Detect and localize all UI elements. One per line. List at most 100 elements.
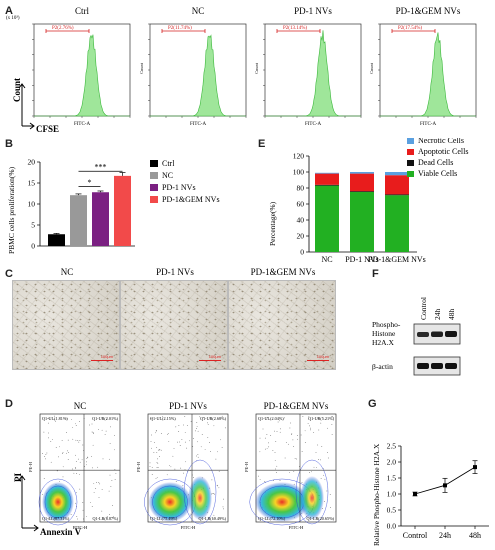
- dotplot-point: [67, 450, 68, 452]
- dotplot-point: [264, 448, 266, 450]
- legend-swatch: [150, 172, 158, 179]
- dotplot-point: [76, 473, 78, 474]
- quadrant-label-lr: Q1-LR(19.49%): [198, 516, 226, 521]
- dotplot-point: [66, 432, 67, 433]
- dotplot-point: [296, 458, 298, 460]
- histogram-gate-label: P2(17.54%): [398, 26, 422, 31]
- dotplot-point: [62, 452, 64, 454]
- bar: [48, 234, 65, 246]
- dotplot-point: [89, 501, 91, 503]
- panel-e-chart: Percentage(%) 0 20 40 60 80 100 120 NC PD-1 NVsP…: [268, 138, 468, 264]
- panel-letter-c: C: [5, 268, 13, 280]
- histogram-title: PD-1 NVs: [294, 6, 332, 16]
- quadrant-label-ur: Q1-UR(5.21%): [308, 416, 335, 421]
- dotplot-point: [43, 478, 45, 479]
- data-point: [473, 465, 477, 470]
- dotplot-point: [43, 431, 45, 433]
- dotplot-point: [86, 461, 87, 463]
- dotplot-point: [47, 417, 49, 419]
- y-tick-label: 60: [297, 200, 305, 209]
- histogram-xlabel: FITC-A: [74, 122, 91, 127]
- stacked-segment: [315, 172, 339, 174]
- dotplot-point: [324, 478, 326, 480]
- dotplot-point: [75, 454, 76, 456]
- dotplot-point: [101, 510, 103, 512]
- dotplot-point: [189, 513, 191, 515]
- dotplot-point: [197, 454, 199, 455]
- dotplot-point: [95, 488, 97, 489]
- dotplot-point: [289, 471, 291, 473]
- dotplot-point: [51, 438, 53, 440]
- dotplot-point: [301, 482, 303, 484]
- dotplot-point: [158, 449, 159, 451]
- dotplot-point: [75, 425, 77, 426]
- band-actin-48h: [445, 363, 457, 369]
- panel-letter-a: A: [5, 5, 13, 17]
- dotplot-point: [284, 417, 285, 419]
- dotplot-point: [272, 450, 274, 451]
- dotplot-point: [112, 505, 113, 506]
- stacked-segment: [315, 184, 339, 186]
- y-tick-label: 0.0: [387, 522, 397, 531]
- dotplot-point: [149, 462, 151, 464]
- histogram-gate-label: P2(11.74%): [168, 26, 192, 31]
- dotplot-point: [151, 474, 153, 475]
- dotplot-point: [224, 427, 226, 429]
- dotplot-point: [189, 470, 191, 472]
- stacked-segment: [315, 185, 339, 252]
- dotplot-point: [151, 447, 152, 449]
- dotplot-point: [108, 490, 110, 492]
- blot-lane-label: Control: [419, 297, 428, 320]
- dotplot-point: [68, 452, 70, 453]
- dotplot-point: [66, 418, 68, 420]
- y-tick-label: 10: [28, 200, 36, 209]
- panel-letter-d: D: [5, 398, 13, 410]
- micrograph-pd1gem: 100μm: [228, 280, 336, 370]
- y-tick-label: 100: [293, 168, 305, 177]
- dotplot-point: [213, 519, 215, 520]
- dotplot-point: [79, 461, 81, 463]
- dotplot-point: [207, 422, 208, 424]
- dotplot-point: [317, 444, 319, 446]
- dotplot-point: [46, 452, 48, 454]
- x-tick-label: PD-1 NVs: [345, 255, 379, 264]
- stacked-segment: [350, 191, 374, 192]
- dotplot-point: [274, 459, 276, 461]
- dotplot-density: [300, 476, 324, 520]
- dotplot-point: [204, 448, 206, 450]
- data-point: [413, 492, 417, 496]
- dotplot-point: [331, 517, 333, 519]
- dotplot-point: [267, 417, 268, 418]
- dotplot-point: [223, 498, 224, 500]
- dotplot-point: [179, 445, 181, 446]
- legend-label: Ctrl: [162, 159, 175, 168]
- panel-d-dotplots: PI Annexin V NC PE-H FITC-H Q1-UL(1.81%) Q1-…: [13, 401, 337, 537]
- dotplot-point: [114, 469, 116, 470]
- dotplot-point: [279, 431, 281, 433]
- dotplot-point: [153, 452, 155, 453]
- dotplot-point: [184, 431, 186, 433]
- legend-label: NC: [162, 171, 173, 180]
- histogram-xlabel: FITC-A: [305, 122, 322, 127]
- dotplot-point: [213, 425, 215, 427]
- legend-label: Necrotic Cells: [418, 138, 464, 145]
- dotplot-point: [55, 420, 56, 422]
- dotplot-point: [99, 483, 101, 485]
- legend-swatch: [150, 196, 158, 203]
- dotplot-point: [213, 493, 214, 495]
- dotplot-point: [178, 431, 180, 432]
- dotplot-point: [156, 452, 158, 454]
- dotplot-point: [105, 430, 107, 432]
- dotplot-point: [48, 518, 50, 520]
- band-phospho-24h: [431, 331, 443, 337]
- dotplot-point: [207, 424, 209, 426]
- histogram-gate-label: P2(13.14%): [283, 26, 307, 31]
- dotplot-point: [329, 494, 331, 495]
- dotplot-point: [210, 451, 211, 452]
- histogram-peak: [150, 34, 246, 117]
- dotplot-point: [77, 458, 79, 460]
- dotplot-ylabel: PE-H: [136, 461, 141, 472]
- dotplot-point: [174, 468, 176, 470]
- dotplot-point: [91, 467, 93, 469]
- dotplot-point: [302, 416, 304, 417]
